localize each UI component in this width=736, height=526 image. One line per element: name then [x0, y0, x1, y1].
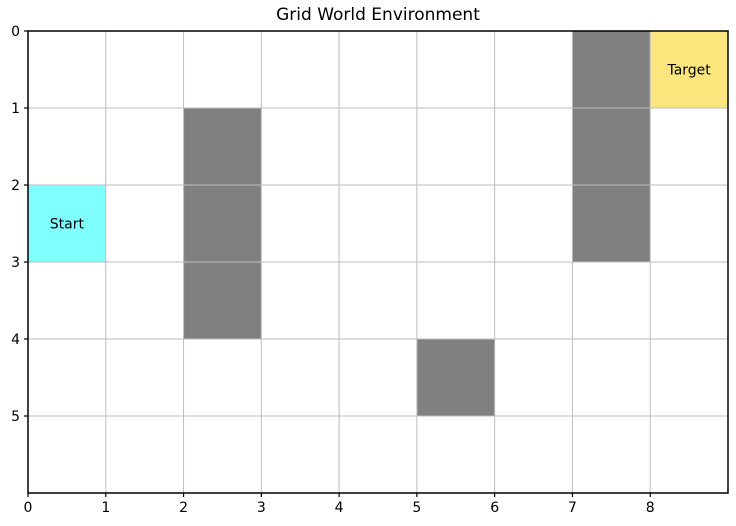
start-label: Start: [50, 217, 85, 233]
x-tick-label: 1: [101, 500, 110, 516]
y-tick-label: 1: [11, 101, 20, 117]
x-tick-label: 0: [24, 500, 33, 516]
grid-cell-start: [28, 185, 106, 262]
y-tick-label: 3: [11, 255, 20, 271]
grid-cell-obstacle: [572, 31, 651, 108]
y-tick-label: 5: [11, 409, 20, 425]
y-tick-label: 0: [11, 24, 20, 40]
x-tick-label: 8: [646, 500, 655, 516]
grid-cell-obstacle: [572, 185, 651, 262]
grid-cell-obstacle: [183, 108, 262, 185]
x-tick-label: 6: [490, 500, 499, 516]
x-tick-label: 7: [568, 500, 577, 516]
y-tick-label: 2: [11, 178, 20, 194]
grid-cell-obstacle: [183, 185, 262, 262]
x-tick-label: 5: [412, 500, 421, 516]
grid-cell-obstacle: [572, 108, 651, 185]
x-tick-label: 2: [179, 500, 188, 516]
grid-cell-obstacle: [416, 339, 495, 416]
y-tick-label: 4: [11, 332, 20, 348]
grid-cell-obstacle: [183, 262, 262, 339]
target-label: Target: [666, 63, 711, 79]
chart-title: Grid World Environment: [276, 5, 480, 25]
x-tick-label: 4: [335, 500, 344, 516]
x-tick-label: 3: [257, 500, 266, 516]
grid-cell-target: [650, 31, 728, 108]
